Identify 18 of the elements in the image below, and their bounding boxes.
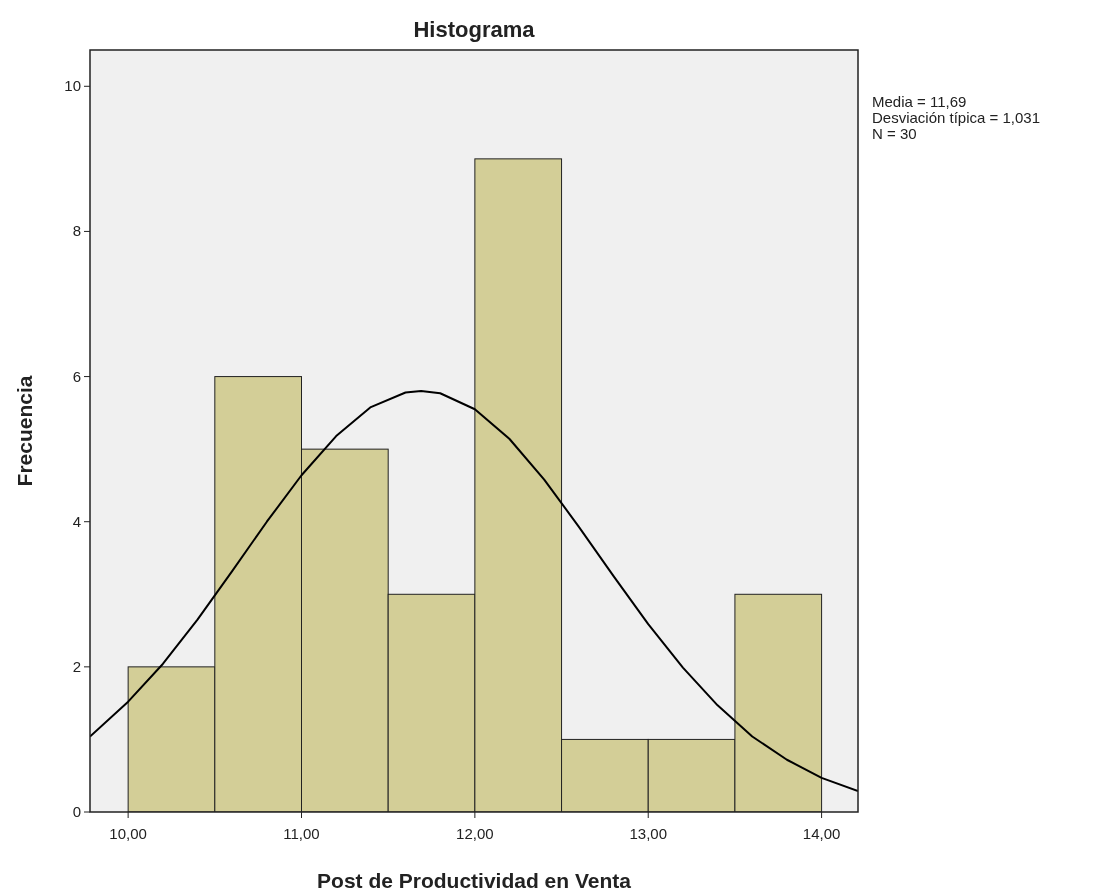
y-tick-label: 8 — [72, 222, 81, 240]
x-tick-label: 12,00 — [456, 825, 494, 842]
y-tick-label: 4 — [72, 512, 81, 530]
x-tick-label: 14,00 — [802, 825, 841, 842]
y-tick-label: 10 — [64, 77, 81, 95]
chart-title: Histograma — [413, 17, 536, 42]
y-tick-label: 2 — [72, 657, 81, 675]
y-tick-label: 6 — [72, 367, 81, 385]
x-tick-label: 13,00 — [629, 825, 667, 842]
x-tick-label: 11,00 — [283, 825, 320, 842]
line-series — [90, 390, 858, 792]
text: Desviación típica = 1,031 — [872, 109, 1041, 126]
text: N = 30 — [872, 125, 917, 142]
x-axis-title: Post de Productividad en Venta — [317, 869, 632, 892]
y-tick-label: 0 — [72, 803, 81, 820]
y-axis-title: Frecuencia — [13, 375, 36, 487]
text: Media = 11,69 — [872, 93, 967, 110]
x-tick-label: 10,00 — [109, 825, 147, 842]
